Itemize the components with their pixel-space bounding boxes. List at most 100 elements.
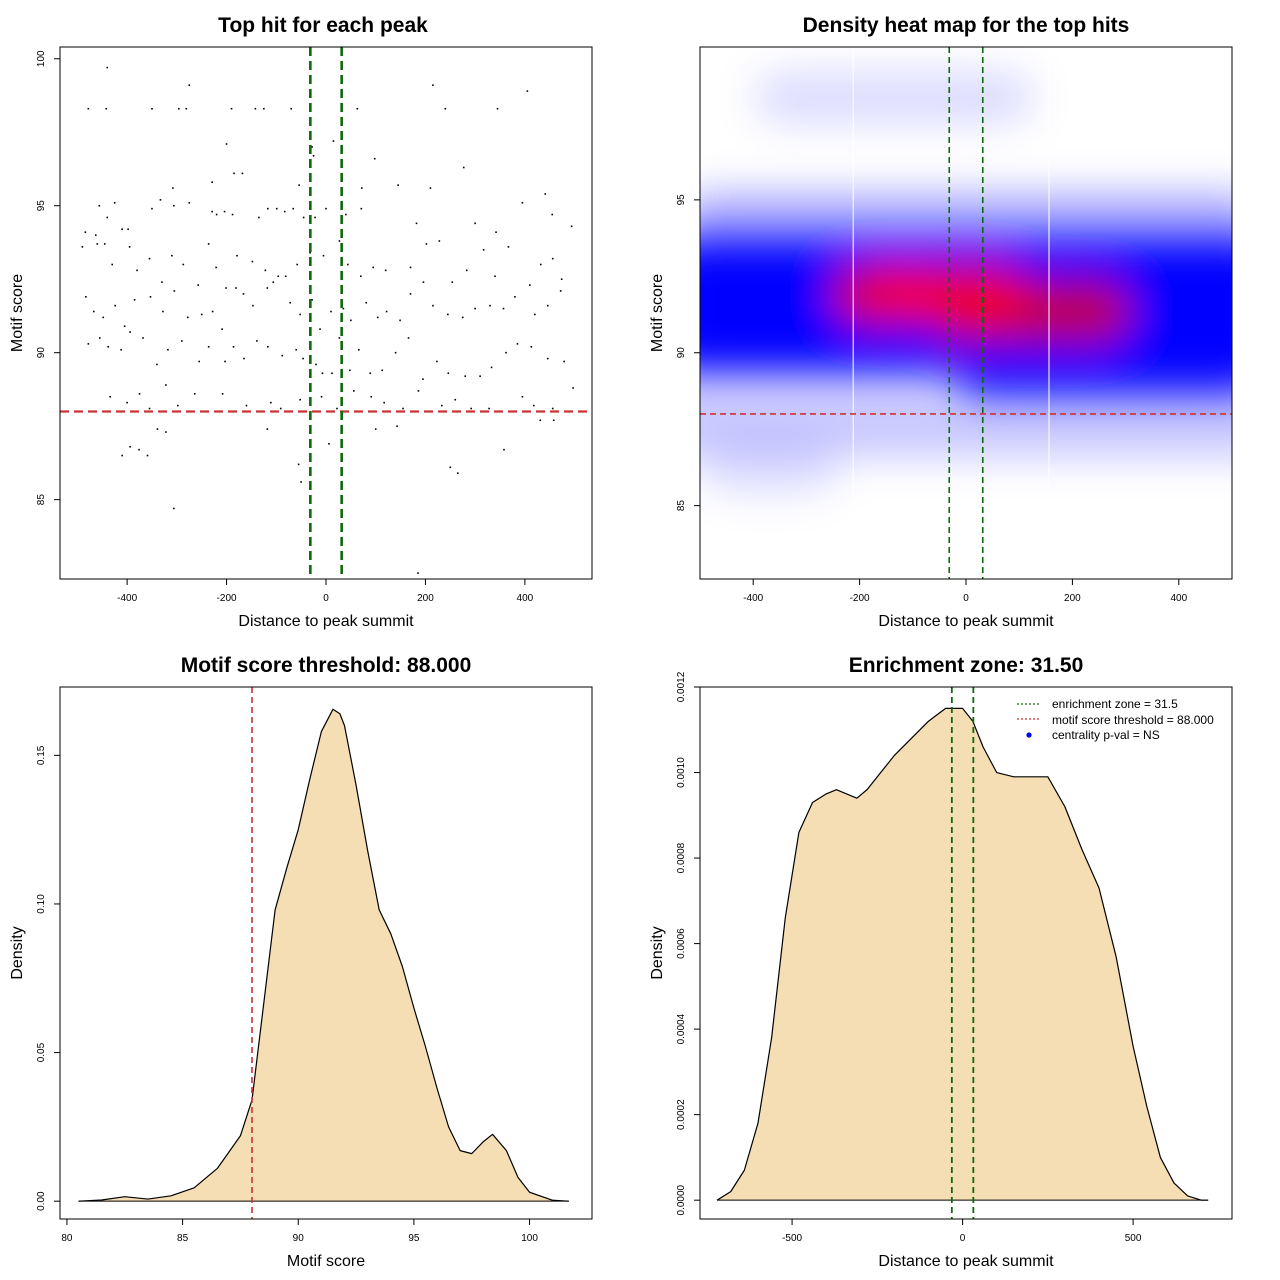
scatter-point: [464, 375, 467, 377]
scatter-xtick-label: -200: [217, 593, 237, 604]
scatter-point: [514, 296, 516, 298]
scatter-point: [312, 154, 315, 157]
scatter-point: [172, 187, 174, 189]
scatter-point: [266, 287, 269, 289]
scatter-point: [454, 398, 457, 401]
scatter-point: [330, 310, 332, 313]
scatter-axes: -400 -200 0 200 400 85 90 95 100: [36, 50, 534, 604]
scatter-point: [171, 254, 173, 257]
scatter-point: [353, 390, 355, 392]
scatter-point: [370, 395, 373, 398]
scatter-point: [197, 284, 200, 286]
scatter-point: [159, 199, 162, 201]
heatmap-density-region: [700, 193, 1232, 246]
enrichment-density-area-fill: [717, 708, 1209, 1201]
scatter-point: [479, 375, 481, 377]
scatter-point: [482, 249, 485, 251]
enrichment-density-plot: [716, 687, 1209, 1219]
heatmap-xtick-label: 200: [1064, 593, 1081, 604]
scatter-reference-lines: [60, 47, 592, 579]
scatter-point: [559, 290, 562, 292]
scatter-point: [111, 263, 114, 266]
scatter-point: [188, 84, 191, 87]
scatter-point: [311, 298, 313, 301]
scatter-point: [321, 372, 324, 375]
scatter-point: [123, 325, 126, 328]
scatter-point: [127, 228, 129, 231]
scatter-point: [516, 343, 519, 345]
scatter-point: [441, 404, 443, 407]
scatter-point: [311, 146, 313, 148]
scatter-point: [563, 360, 565, 363]
scatter-point: [113, 201, 116, 204]
scatter-point: [461, 316, 464, 319]
scatter-point: [314, 216, 316, 219]
heatmap-ytick-label: 95: [676, 194, 687, 206]
scatter-point: [436, 360, 438, 363]
scatter-point: [270, 401, 272, 404]
scatter-point: [417, 572, 419, 574]
heatmap-axes: -400 -200 0 200 400 85 90 95: [676, 194, 1188, 604]
scatter-point: [551, 213, 554, 216]
scatter-point: [109, 395, 112, 398]
heatmap-density-region: [955, 358, 1232, 396]
scatter-point: [231, 213, 234, 216]
scatter-point: [309, 251, 311, 254]
scatter-point: [165, 384, 167, 386]
scatter-point: [223, 210, 226, 213]
scatter-point: [365, 301, 368, 304]
scatter-point: [422, 378, 424, 380]
scatter-point: [331, 372, 333, 375]
heatmap-density-region: [700, 444, 839, 494]
scatter-point: [402, 407, 404, 410]
scatter-point: [530, 346, 533, 348]
scatter-point: [474, 307, 476, 310]
scatter-point: [544, 193, 547, 195]
scatter-point: [221, 328, 223, 330]
scatter-point: [142, 337, 144, 339]
scatter-point: [173, 507, 175, 510]
scatter-point: [399, 319, 401, 322]
scatter-point: [385, 310, 388, 313]
scatter-point: [98, 337, 101, 339]
scatter-point: [236, 254, 238, 257]
score-density-ylabel: Density: [9, 926, 26, 979]
enrichment-density-ytick-label: 0.0002: [676, 1099, 687, 1130]
heatmap-xtick-label: -400: [743, 593, 763, 604]
scatter-point: [198, 360, 201, 363]
score-density-ytick-label: 0.05: [36, 1042, 47, 1062]
scatter-point: [383, 401, 385, 404]
scatter-point: [102, 316, 105, 319]
scatter-point: [200, 313, 203, 316]
scatter-point: [106, 216, 109, 219]
scatter-point: [120, 348, 122, 351]
scatter-point: [438, 240, 441, 242]
scatter-ytick-label: 100: [36, 50, 47, 67]
scatter-point: [432, 304, 434, 307]
scatter-point: [129, 331, 131, 333]
scatter-point: [156, 363, 158, 366]
scatter-point: [360, 187, 363, 189]
heatmap-xtick-label: 0: [963, 593, 969, 604]
heatmap-xtick-label: 400: [1170, 593, 1187, 604]
heatmap-surface: [700, 47, 1232, 579]
scatter-point: [81, 246, 84, 248]
scatter-points: [81, 66, 574, 574]
scatter-point: [275, 207, 278, 210]
score-density-ytick-label: 0.15: [36, 745, 47, 765]
scatter-point: [384, 269, 387, 272]
scatter-point: [429, 187, 432, 189]
score-density-ytick-label: 0.00: [36, 1191, 47, 1211]
scatter-point: [551, 407, 554, 410]
scatter-point: [96, 243, 99, 245]
enrichment-density-xlabel: Distance to peak summit: [878, 1253, 1054, 1270]
scatter-point: [93, 310, 95, 313]
scatter-point: [207, 346, 210, 348]
scatter-point: [299, 313, 301, 316]
scatter-point: [465, 269, 468, 272]
scatter-point: [299, 398, 301, 401]
scatter-point: [539, 419, 542, 422]
scatter-point: [264, 269, 267, 272]
scatter-point: [381, 369, 383, 372]
enrichment-density-title: Enrichment zone: 31.50: [849, 654, 1084, 677]
